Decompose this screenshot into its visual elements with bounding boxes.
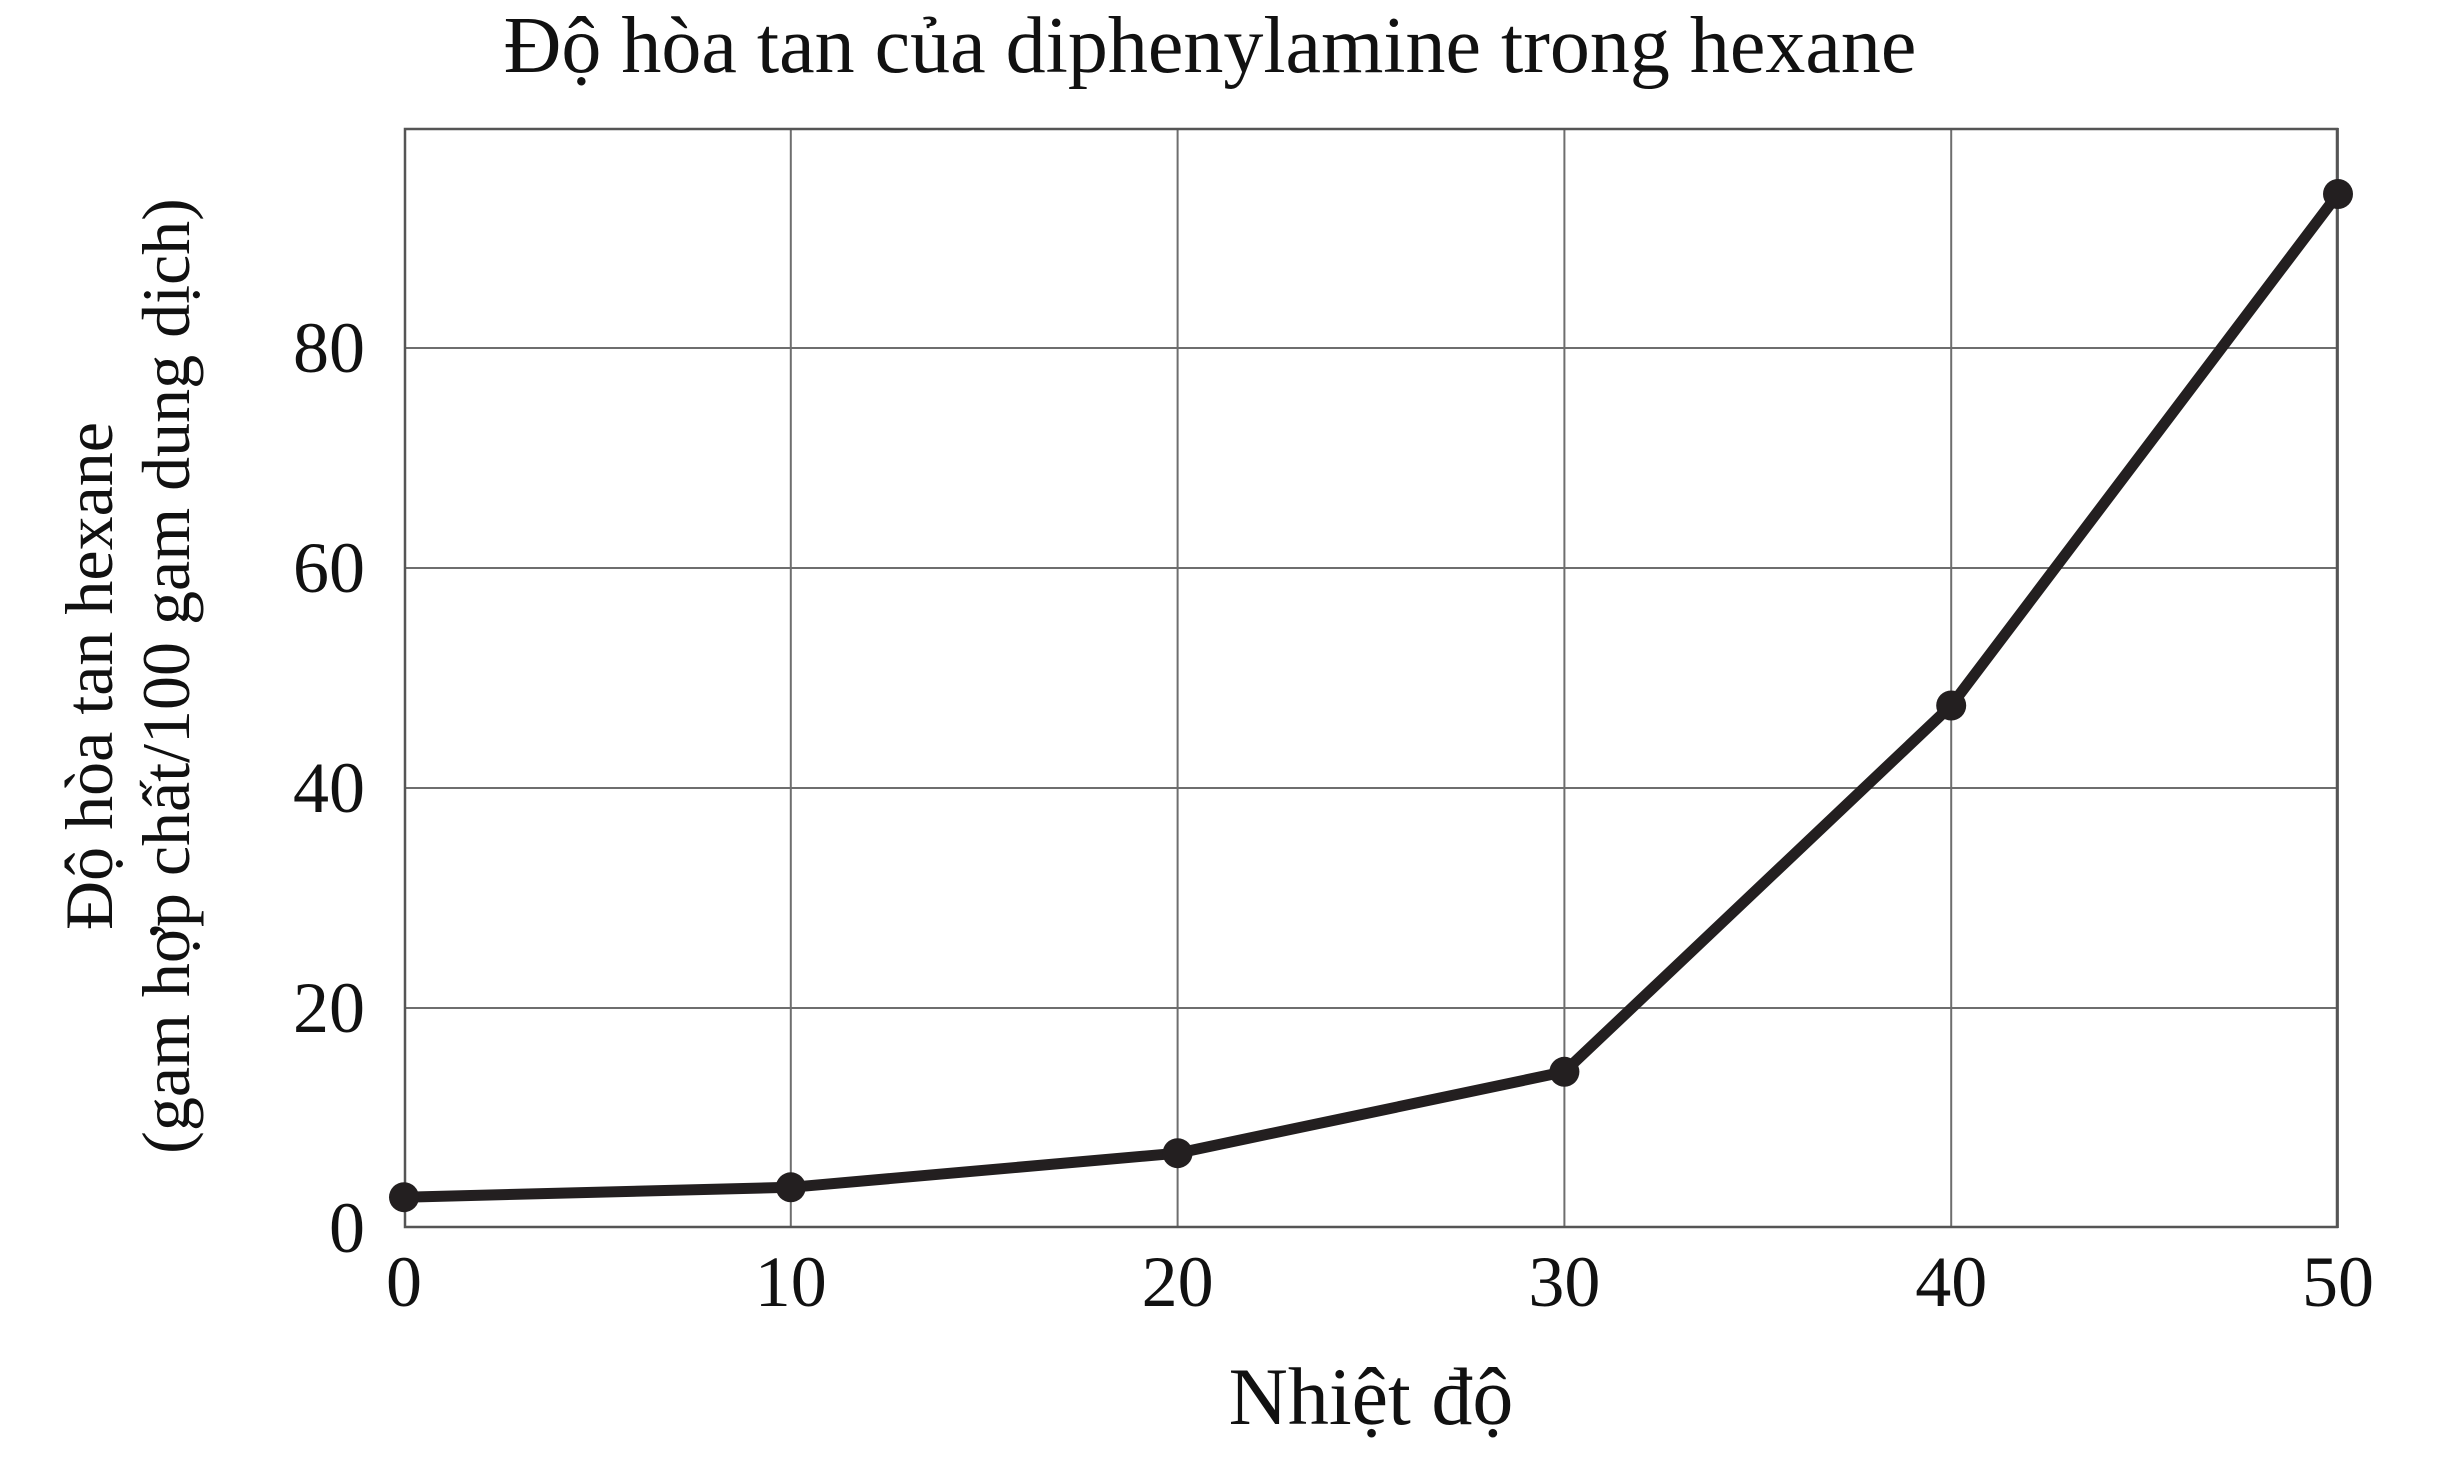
chart-title: Độ hòa tan của diphenylamine trong hexan… <box>503 2 1917 90</box>
y-tick-label: 60 <box>293 528 365 608</box>
plot-area <box>389 127 2353 1229</box>
x-axis-label: Nhiệt độ <box>1228 1351 1514 1442</box>
y-tick-label: 20 <box>293 968 365 1048</box>
data-point <box>1549 1056 1580 1087</box>
y-tick-label: 80 <box>293 308 365 388</box>
data-point <box>1936 690 1967 721</box>
x-tick-label: 30 <box>1528 1242 1601 1322</box>
data-point <box>389 1182 419 1213</box>
data-line <box>398 188 2344 1203</box>
x-tick-label: 0 <box>386 1242 422 1322</box>
plot-canvas <box>389 127 2353 1229</box>
data-point <box>2323 179 2353 209</box>
y-tick-label: 0 <box>329 1188 365 1268</box>
y-tick-label: 40 <box>293 748 365 828</box>
x-tick-label: 20 <box>1141 1242 1214 1322</box>
x-tick-label: 10 <box>754 1242 827 1322</box>
data-point <box>775 1172 806 1203</box>
x-tick-label: 50 <box>2302 1242 2374 1322</box>
data-point <box>1162 1138 1193 1169</box>
x-tick-label: 40 <box>1915 1242 1988 1322</box>
plot-border <box>403 127 2339 1229</box>
y-axis-label-line-1: Độ hòa tan hexane <box>51 422 128 930</box>
